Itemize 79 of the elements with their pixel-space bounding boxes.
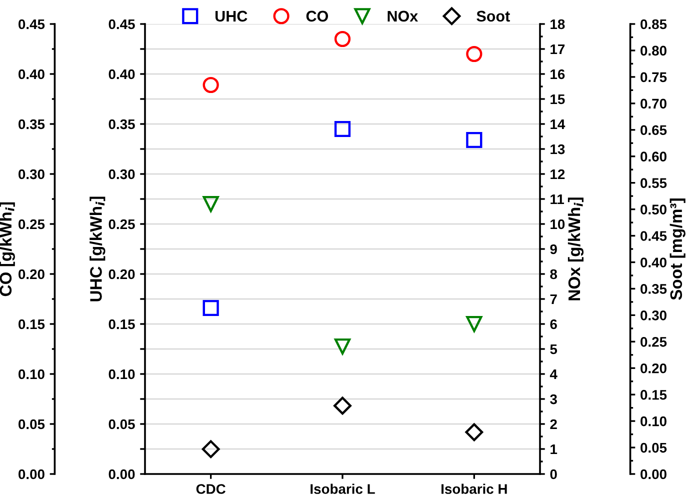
y2-tick-label: 0.85: [640, 19, 667, 30]
y2-tick-label: 0.55: [640, 178, 667, 188]
y-tick-label: 0.15: [108, 319, 135, 330]
y-tick-label: 0.25: [18, 219, 45, 230]
y2-tick-label: 0: [550, 469, 557, 480]
point: [334, 30, 351, 48]
point: [202, 300, 219, 316]
y2-tick-label: 1: [550, 444, 558, 454]
y-tick-label: 0.25: [108, 219, 135, 230]
point: [202, 440, 220, 458]
point: [466, 132, 482, 148]
x-tick-label: Isobaric L: [310, 484, 375, 494]
y2-tick-label: 0.35: [640, 284, 667, 294]
point: [334, 120, 351, 138]
y2-tick-label: 0.70: [640, 98, 666, 109]
legend-label: CO: [306, 10, 328, 22]
point: [202, 76, 219, 94]
y-tick-label: 0.10: [108, 369, 135, 380]
y-tick-label: 0.15: [18, 319, 45, 330]
y2-tick-label: 8: [550, 269, 558, 280]
y2-tick-label: 0.05: [640, 442, 667, 453]
y2-tick-label: 0.80: [640, 46, 666, 56]
y2-tick-label: 5: [550, 344, 558, 354]
legend-label: Soot: [476, 10, 510, 22]
y2-tick-label: 3: [550, 394, 557, 404]
y2-tick-label: 0.20: [640, 363, 666, 374]
y2-axis-title: NOx [g/kWh$_{i}$]: [568, 198, 584, 300]
y-tick-label: 0.45: [108, 19, 135, 30]
y-tick-label: 0.00: [18, 469, 44, 480]
point: [466, 46, 482, 62]
legend-label: UHC: [216, 10, 248, 22]
y2-tick-label: 0.75: [640, 72, 667, 82]
y-tick-label: 0.10: [18, 369, 44, 380]
y2-tick-label: 14: [550, 119, 566, 130]
y2-tick-label: 4: [550, 369, 558, 380]
y-tick-label: 0.40: [18, 69, 44, 80]
point: [334, 396, 352, 415]
y2-tick-label: 13: [550, 144, 565, 154]
y-tick-label: 0.35: [108, 119, 135, 130]
y2-tick-label: 0.65: [640, 125, 667, 136]
y-tick-label: 0.30: [18, 169, 44, 180]
y2-tick-label: 0.40: [640, 258, 666, 268]
y2-axis-title: Soot [mg/m³]: [670, 198, 686, 300]
y2-tick-label: 0.10: [640, 416, 666, 426]
y2-tick-label: 9: [550, 244, 557, 254]
y2-tick-label: 6: [550, 319, 557, 330]
x-tick-label: Isobaric H: [442, 484, 507, 494]
y-tick-label: 0.35: [18, 119, 45, 130]
y-tick-label: 0.05: [18, 419, 45, 430]
y-tick-label: 0.00: [108, 469, 135, 480]
point: [465, 423, 484, 442]
y2-tick-label: 10: [550, 219, 565, 230]
y2-tick-label: 0.15: [640, 390, 667, 400]
y2-tick-label: 15: [550, 94, 565, 104]
y2-tick-label: 0.30: [640, 310, 666, 320]
y-tick-label: 0.20: [18, 269, 44, 280]
y-tick-label: 0.40: [108, 69, 135, 80]
y2-tick-label: 18: [550, 19, 565, 30]
y2-tick-label: 7: [550, 294, 557, 304]
y2-tick-label: 0.45: [640, 231, 667, 241]
y-axis-title: UHC [g/kWh$_{i}$]: [90, 196, 106, 302]
y2-tick-label: 0.00: [640, 469, 666, 480]
y-tick-label: 0.05: [108, 419, 135, 430]
point: [334, 338, 351, 355]
legend-label: NOx: [388, 10, 418, 22]
y-tick-label: 0.20: [108, 269, 135, 280]
point: [202, 196, 219, 212]
y2-tick-label: 16: [550, 69, 565, 80]
y2-tick-label: 2: [550, 419, 557, 430]
y2-tick-label: 11: [550, 194, 564, 204]
x-tick-label: CDC: [196, 484, 226, 494]
y2-tick-label: 17: [550, 44, 565, 54]
y2-tick-label: 0.60: [640, 152, 666, 162]
y2-tick-label: 12: [550, 169, 565, 180]
y-tick-label: 0.45: [18, 19, 45, 30]
y-tick-label: 0.30: [108, 169, 135, 180]
y2-tick-label: 0.25: [640, 336, 667, 347]
point: [466, 316, 482, 332]
y2-tick-label: 0.50: [640, 204, 666, 214]
